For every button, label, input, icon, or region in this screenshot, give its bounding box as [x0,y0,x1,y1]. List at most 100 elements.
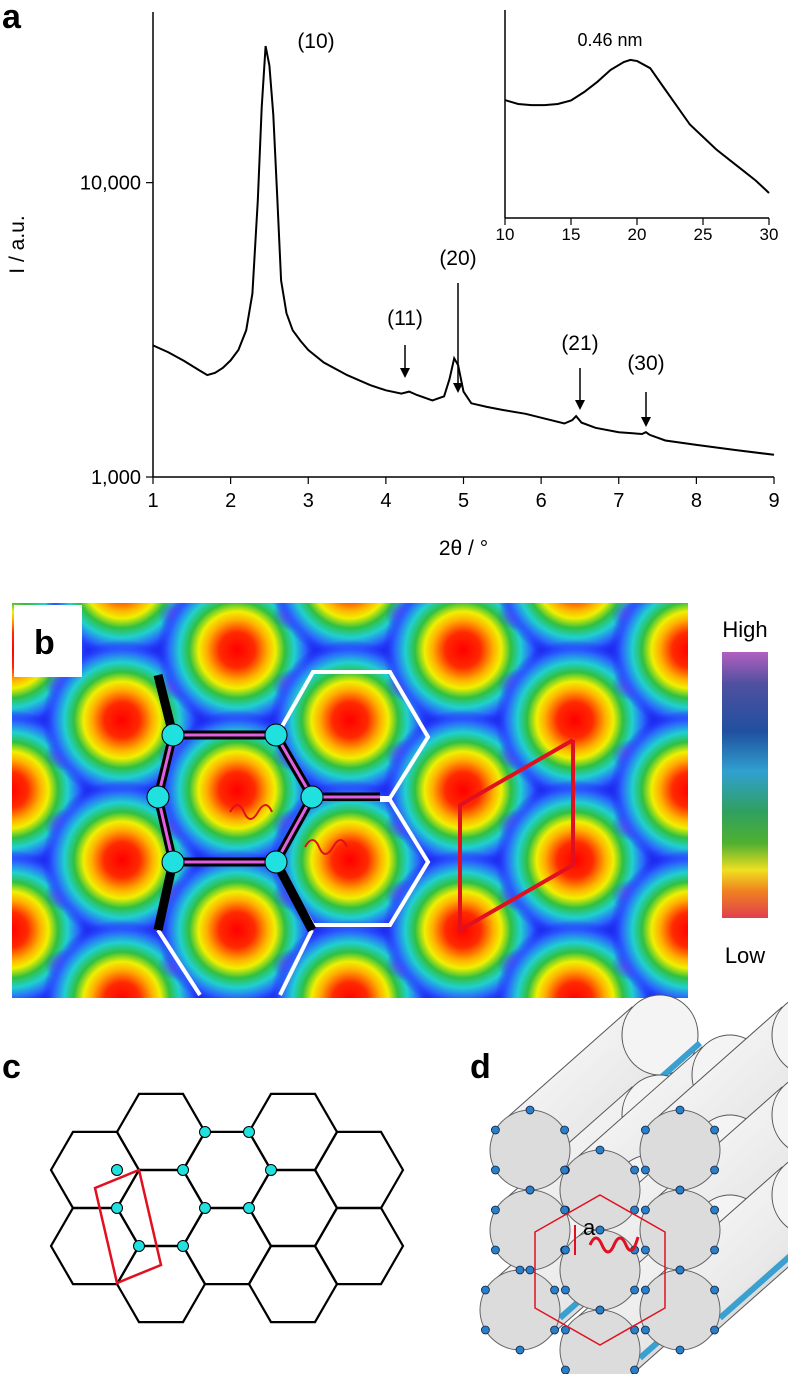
hexagon [247,1092,339,1172]
node [560,1165,569,1175]
node [710,1245,719,1255]
x-tick-label: 10 [496,225,515,244]
node [710,1125,719,1135]
node [561,1285,570,1295]
unit-hexagon [534,1194,666,1346]
node [675,1345,685,1355]
x-tick-label: 2 [225,490,236,512]
hexagon [49,1130,141,1210]
arrow-head [575,400,585,410]
y-tick-label: 1,000 [91,467,141,489]
annotation: (30) [627,352,664,375]
tube-end [771,1081,788,1149]
hexagon [181,1206,273,1286]
node [595,1305,605,1315]
node [243,1202,255,1214]
x-tick-label: 5 [458,490,469,512]
node [480,1285,490,1295]
hexagon [115,1168,207,1248]
node [480,1325,490,1335]
label-box [14,605,82,677]
honeycomb [49,1092,405,1324]
node [111,1164,123,1176]
node [641,1285,650,1295]
node [525,1265,535,1275]
x-tick-label: 30 [760,225,779,244]
x-tick-label: 15 [562,225,581,244]
colorbar-low: Low [725,943,765,968]
node [675,1185,685,1195]
tube-end [771,1001,788,1069]
node [710,1325,719,1335]
node [710,1285,719,1295]
arrow-head [641,417,651,427]
arrow-head [400,368,410,378]
annotation: 0.46 nm [577,30,642,50]
annotation: (11) [387,307,423,330]
tube-end [771,1161,788,1229]
node [630,1165,639,1175]
hexagon [313,1130,405,1210]
node [630,1365,639,1375]
annotation: (20) [439,247,476,270]
tube-face [639,1189,721,1271]
node [490,1165,500,1175]
node [641,1325,650,1335]
annotation: (10) [297,30,334,53]
node [641,1125,650,1135]
node [595,1225,605,1235]
x-tick-label: 4 [380,490,391,512]
lattice-label: a [583,1215,596,1240]
x-tick-label: 6 [536,490,547,512]
y-tick-label: 10,000 [80,173,141,195]
node [550,1285,559,1295]
y-axis-label: I / a.u. [6,215,29,273]
arrow-head [453,383,463,393]
node [199,1126,211,1138]
x-tick-label: 20 [628,225,647,244]
panel-label: b [34,624,55,662]
colorbar-high: High [722,617,767,642]
node [641,1165,650,1175]
node [675,1265,685,1275]
node [710,1205,719,1215]
node [710,1165,719,1175]
tube-bundle [479,994,788,1379]
node [490,1245,500,1255]
panel-label: d [470,1048,491,1086]
hexagon [115,1244,207,1324]
node [561,1245,570,1255]
node [595,1145,605,1155]
node [515,1345,525,1355]
node [243,1126,255,1138]
tube-face [489,1109,571,1191]
node [199,1202,211,1214]
node [560,1205,569,1215]
alkyl-chain [588,1236,640,1254]
tube-face [639,1109,721,1191]
density-spot [610,710,688,870]
node [560,1125,569,1135]
node [641,1205,650,1215]
line-series [504,58,770,194]
x-tick-label: 25 [694,225,713,244]
node [490,1125,500,1135]
node [561,1365,570,1375]
density-map [12,603,688,998]
panel-label: c [2,1048,21,1086]
tube-face [639,1269,721,1351]
x-axis-label: 2θ / ° [439,537,488,560]
node [490,1205,500,1215]
x-tick-label: 8 [691,490,702,512]
hexagon [181,1130,273,1210]
rod [718,1253,788,1321]
tube-face [479,1269,561,1351]
node [550,1325,559,1335]
node [525,1105,535,1115]
node [641,1245,650,1255]
density-spot [610,603,688,730]
tube-face [559,1149,641,1231]
x-tick-label: 9 [768,490,779,512]
